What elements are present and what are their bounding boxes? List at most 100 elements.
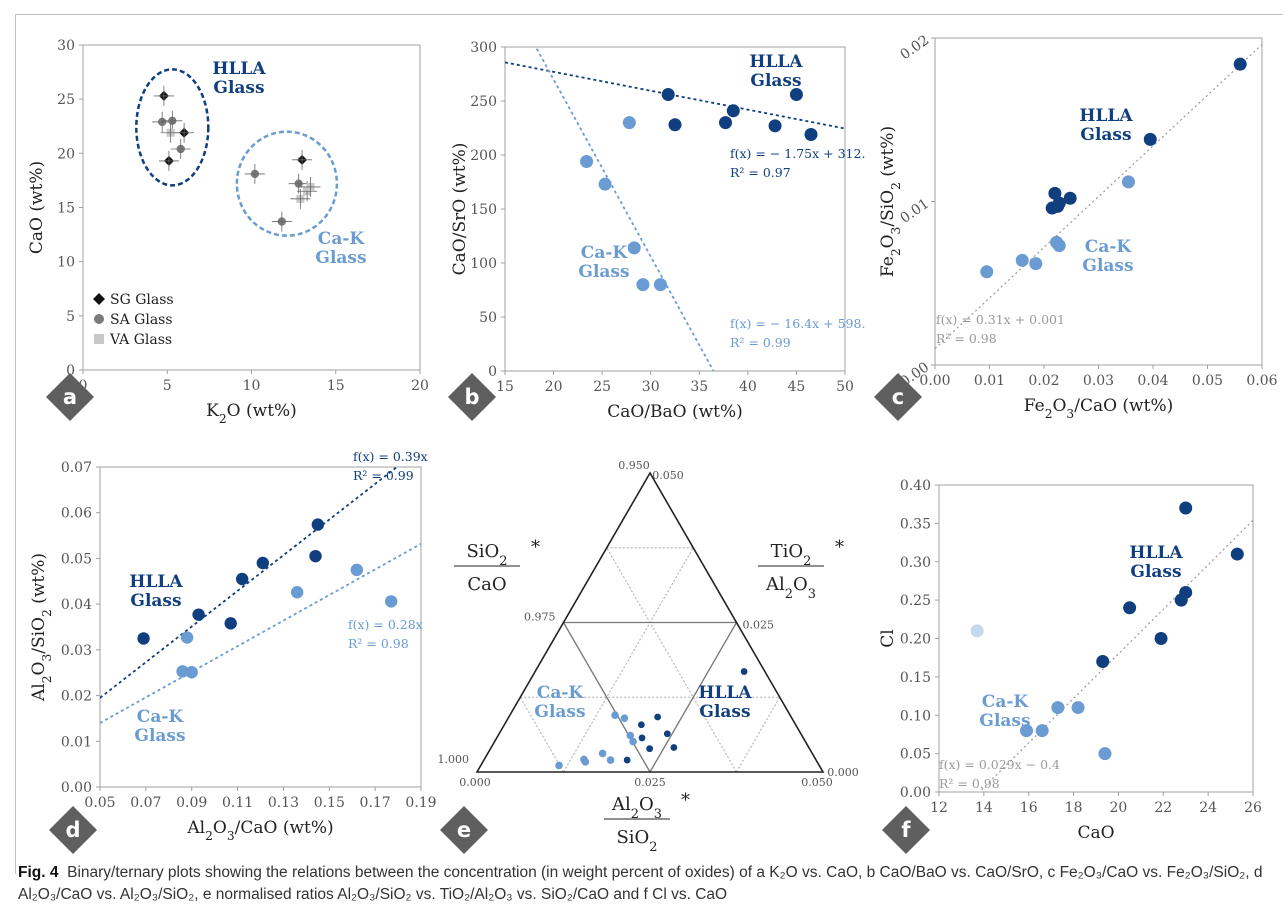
- hlla-group-ellipse: [135, 68, 210, 187]
- x-tick-label: 0.03: [1083, 373, 1114, 389]
- data-point-ca-k: [627, 241, 641, 255]
- data-point-hlla: [670, 744, 678, 751]
- trendline-all: [978, 519, 1253, 792]
- data-point-ca-k: [626, 731, 635, 740]
- data-point-ca-k: [1121, 175, 1135, 189]
- y-tick-label: 0.25: [900, 593, 931, 609]
- x-tick-label: 15: [496, 379, 514, 395]
- data-point-hlla: [1179, 585, 1193, 599]
- y-tick-label: 250: [470, 94, 497, 110]
- label-top: SiO2 CaO *: [454, 537, 540, 595]
- data-point-hlla: [1045, 201, 1059, 215]
- trendline-equation: f(x) = 0.39x: [353, 449, 428, 464]
- legend-marker: [94, 314, 104, 324]
- label-bottom-numerator: Al2O3: [611, 794, 662, 822]
- x-tick-label: 14: [975, 800, 993, 816]
- x-tick-label: 22: [1154, 800, 1172, 816]
- data-point-ca-k: [384, 595, 398, 608]
- group-label-hlla: Glass: [1130, 562, 1181, 582]
- y-axis-label: Al2O3/SiO2 (wt%): [29, 553, 54, 702]
- x-tick-label: 26: [1244, 800, 1262, 816]
- data-point-ca-k: [653, 278, 667, 292]
- x-axis-label: CaO: [1077, 823, 1114, 843]
- y-tick-label: 0.02: [61, 689, 92, 705]
- y-tick-label: 0.15: [900, 670, 931, 686]
- data-point-hlla: [224, 617, 237, 630]
- data-point-hlla: [1233, 57, 1247, 71]
- data-point-ca-k: [1071, 701, 1085, 715]
- data-point-hlla: [726, 104, 740, 118]
- data-point-hlla: [1143, 132, 1157, 146]
- panel-label-text: f: [901, 818, 911, 842]
- data-point-ca-k: [555, 761, 563, 770]
- group-label-cak: Glass: [578, 262, 629, 282]
- y-tick-label: 5: [66, 309, 75, 325]
- group-label-hlla: Glass: [699, 702, 750, 722]
- ternary-grid-line: [563, 547, 694, 773]
- caption-label: Fig. 4: [18, 864, 59, 881]
- data-point-hlla: [637, 721, 645, 729]
- data-point-ca-k: [622, 116, 636, 130]
- group-label-cak: Ca-K: [982, 692, 1030, 712]
- y-tick-label: 0.05: [61, 551, 92, 567]
- data-point-ca-k: [1098, 747, 1112, 761]
- x-axis-label: K2O (wt%): [206, 401, 297, 426]
- y-tick-label: 200: [470, 148, 497, 164]
- legend-marker: [93, 293, 105, 305]
- y-tick-label: 0.20: [900, 632, 931, 648]
- legend: SG Glass SA Glass VA Glass: [93, 292, 174, 348]
- label-top-star: *: [531, 537, 540, 558]
- trendline-equation: f(x) = − 16.4x + 598.: [730, 316, 865, 331]
- panel-label-badge: [46, 373, 94, 421]
- plot-frame: [99, 466, 422, 788]
- ternary-grid-line: [606, 547, 737, 773]
- figure-caption: Fig. 4 Binary/ternary plots showing the …: [18, 862, 1280, 906]
- y-axis-label: Cl: [878, 629, 898, 647]
- group-label-cak: Ca-K: [318, 229, 366, 249]
- trendline-ca-k: [100, 543, 421, 724]
- x-tick-label: 20: [411, 378, 429, 394]
- chart-panel-f: 12 14 16 18 20 22 24 26 0.00 0.05 0.10 0.15 0.20 0.25…: [878, 478, 1262, 854]
- data-point-hlla: [1096, 655, 1110, 669]
- plot-frame: [938, 484, 1254, 793]
- trendline-r2: R² = 0.99: [730, 335, 791, 350]
- data-point-hlla: [740, 668, 748, 675]
- group-label-cak: Ca-K: [1085, 237, 1133, 257]
- data-point-ca-k: [176, 665, 189, 678]
- group-label-cak: Ca-K: [137, 707, 185, 727]
- panel-label-text: e: [457, 818, 471, 842]
- data-point-hlla: [663, 730, 671, 738]
- panel-label-c: c: [874, 373, 922, 421]
- trendline-hlla: [505, 61, 845, 130]
- data-point-ca-k: [185, 666, 198, 679]
- tick-bottom-left: 0.000: [459, 776, 491, 789]
- y-tick-label: 0.00: [900, 785, 931, 801]
- x-tick-label: 45: [788, 379, 806, 395]
- chart-panel-b: 15 20 25 30 35 40 45 50 0 50 100 150 200 250 300 CaO/Ba…: [448, 40, 865, 422]
- group-label-cak: Glass: [979, 711, 1030, 731]
- x-tick-label: 24: [1199, 800, 1217, 816]
- data-point-ca-k: [1019, 724, 1033, 738]
- group-label-cak: Ca-K: [581, 243, 629, 263]
- x-tick-label: 0.17: [360, 795, 391, 811]
- panel-label-e: e: [440, 806, 488, 854]
- y-tick-label: 0.01: [61, 734, 92, 750]
- label-right-star: *: [835, 537, 844, 558]
- panel-label-a: a: [46, 373, 94, 421]
- figure-frame: [15, 14, 1283, 874]
- y-tick-label: 30: [57, 38, 75, 54]
- y-axis-label: CaO (wt%): [27, 161, 47, 254]
- ternary-inner-triangle: [562, 621, 738, 774]
- group-label-hlla: HLLA: [212, 59, 266, 79]
- label-top-denominator: CaO: [467, 574, 506, 595]
- data-point-hlla: [309, 549, 322, 563]
- panel-label-b: b: [448, 373, 496, 421]
- trendline-equation: f(x) = 0.28x: [348, 617, 423, 632]
- data-point-ca-k: [1035, 724, 1049, 738]
- x-tick-label: 20: [1110, 800, 1128, 816]
- data-point-hlla: [256, 556, 269, 570]
- data-point-ca-k: [980, 265, 994, 279]
- tick-mid-left: 0.975: [524, 611, 556, 624]
- group-label-cak: Glass: [1082, 256, 1133, 276]
- label-right-denominator: Al2O3: [765, 574, 816, 602]
